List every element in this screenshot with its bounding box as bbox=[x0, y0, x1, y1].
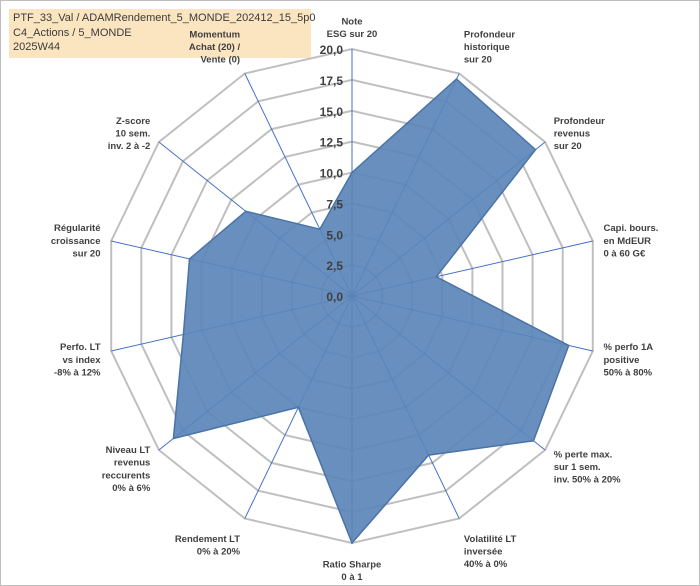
data-point-0 bbox=[351, 171, 353, 174]
tick-label: 15,0 bbox=[320, 105, 344, 119]
axis-label-line: inv. 2 à -2 bbox=[108, 141, 151, 152]
axis-label-12: Z-score 10 sem.inv. 2 à -2 bbox=[108, 116, 151, 152]
series-area bbox=[172, 77, 570, 545]
axis-label-line: revenus bbox=[554, 129, 590, 140]
tick-label: 7,5 bbox=[326, 197, 343, 211]
axis-label-line: -8% à 12% bbox=[54, 367, 101, 378]
axis-label-line: Volatilité LT bbox=[464, 534, 517, 545]
data-point-9 bbox=[172, 437, 175, 440]
axis-label-line: Capi. bours. bbox=[604, 223, 659, 234]
tick-label: 0,0 bbox=[326, 290, 343, 304]
axis-label-line: 0 à 60 G€ bbox=[604, 248, 646, 259]
data-point-8 bbox=[297, 406, 300, 409]
data-point-3 bbox=[435, 276, 438, 278]
data-point-5 bbox=[532, 440, 535, 442]
axis-label-8: Rendement LT 0% à 20% bbox=[175, 534, 241, 558]
axis-label-13: Momentum Achat (20) / Vente (0) bbox=[189, 29, 241, 65]
axis-label-line: croissance bbox=[51, 236, 101, 247]
axis-label-line: Achat (20) / bbox=[189, 42, 241, 53]
axis-label-line: 10 sem. bbox=[115, 129, 150, 140]
chart-title-line-3: 2025W44 bbox=[13, 41, 61, 53]
axis-label-line: Profondeur bbox=[464, 29, 515, 40]
axis-label-line: ESG sur 20 bbox=[327, 29, 378, 40]
data-point-2 bbox=[534, 148, 537, 151]
radar-tick-labels: 0,0 2,5 5,0 7,5 10,0 12,5 15,0 17,5 20,0 bbox=[320, 43, 344, 304]
axis-label-line: inv. 50% à 20% bbox=[554, 475, 621, 486]
axis-label-line: revenus bbox=[114, 458, 150, 469]
axis-label-line: % perte max. bbox=[554, 450, 613, 461]
axis-label-line: Perfo. LT bbox=[60, 342, 101, 353]
axis-label-line: reccurents bbox=[102, 470, 151, 481]
axis-label-line: Niveau LT bbox=[106, 445, 151, 456]
data-point-13 bbox=[319, 228, 321, 230]
chart-title-line-2: C4_Actions / 5_MONDE bbox=[13, 26, 132, 39]
tick-label: 20,0 bbox=[320, 43, 344, 57]
axis-label-line: sur 1 sem. bbox=[554, 462, 601, 473]
chart-title-line-1: PTF_33_Val / ADAMRendement_5_MONDE_20241… bbox=[13, 12, 316, 24]
axis-label-line: Ratio Sharpe bbox=[323, 560, 382, 571]
axis-label-line: 50% à 80% bbox=[604, 367, 653, 378]
data-point-6 bbox=[427, 454, 430, 456]
data-point-11 bbox=[188, 258, 191, 260]
data-point-1 bbox=[455, 78, 458, 80]
radar-axis-labels: Note ESG sur 20 Profondeur historique sur 20… bbox=[51, 16, 659, 583]
tick-label: 2,5 bbox=[326, 259, 343, 273]
axis-label-line: Rendement LT bbox=[175, 534, 240, 545]
axis-label-line: inversée bbox=[464, 547, 503, 558]
axis-label-line: en MdEUR bbox=[604, 236, 652, 247]
axis-label-0: Note ESG sur 20 bbox=[327, 16, 378, 40]
data-point-4 bbox=[567, 344, 570, 347]
axis-label-line: 0% à 20% bbox=[197, 547, 241, 558]
axis-label-line: sur 20 bbox=[554, 141, 582, 152]
tick-label: 12,5 bbox=[320, 136, 344, 150]
axis-label-line: positive bbox=[604, 355, 640, 366]
chart-title-box: PTF_33_Val / ADAMRendement_5_MONDE_20241… bbox=[9, 9, 316, 58]
axis-label-line: 0% à 6% bbox=[112, 483, 151, 494]
axis-label-line: 40% à 0% bbox=[464, 559, 508, 570]
axis-label-line: Régularité bbox=[54, 223, 100, 234]
axis-label-line: Note bbox=[341, 16, 362, 27]
tick-label: 10,0 bbox=[320, 167, 344, 181]
axis-label-line: sur 20 bbox=[464, 55, 492, 66]
axis-label-line: 0 à 1 bbox=[341, 572, 363, 583]
tick-label: 17,5 bbox=[320, 74, 344, 88]
axis-label-5: % perte max.sur 1 sem. inv. 50% à 20% bbox=[554, 450, 621, 486]
axis-label-line: Z-score bbox=[116, 116, 150, 127]
axis-label-line: Momentum bbox=[189, 29, 240, 40]
data-point-7 bbox=[351, 542, 353, 544]
data-point-12 bbox=[245, 210, 247, 213]
axis-label-line: sur 20 bbox=[73, 248, 101, 259]
axis-label-line: % perfo 1A bbox=[604, 342, 654, 353]
axis-label-line: Profondeur bbox=[554, 116, 605, 127]
radar-series bbox=[172, 77, 570, 545]
axis-label-line: vs index bbox=[62, 355, 101, 366]
axis-label-1: Profondeur historique sur 20 bbox=[464, 29, 515, 65]
axis-label-line: Vente (0) bbox=[200, 55, 240, 66]
axis-label-10: Perfo. LT vs index-8% à 12% bbox=[54, 342, 101, 378]
data-point-10 bbox=[182, 333, 185, 336]
axis-label-line: historique bbox=[464, 42, 510, 53]
tick-label: 5,0 bbox=[326, 228, 343, 242]
